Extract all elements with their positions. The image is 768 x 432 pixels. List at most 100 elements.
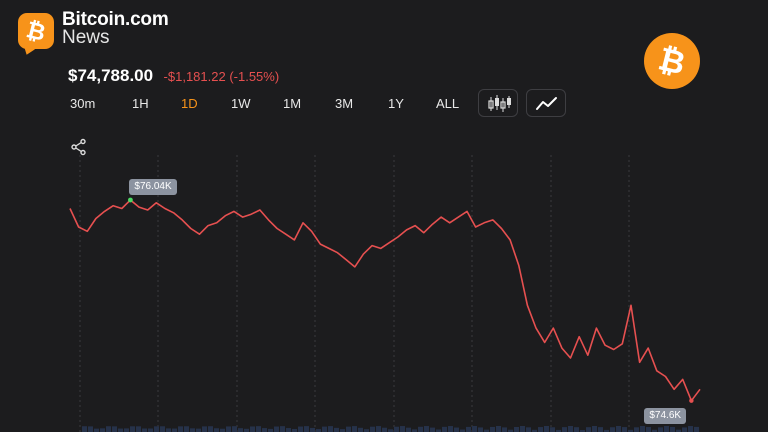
volume-bar [436,429,441,432]
volume-bar [502,427,507,432]
share-icon [71,138,86,156]
volume-bar [118,428,123,432]
brand-sub: News [62,27,110,48]
volume-bar [490,426,495,432]
volume-bar [346,426,351,432]
volume-bar [148,428,153,432]
volume-bar [646,427,651,432]
volume-bar [640,426,645,432]
line-chart-toggle-button[interactable] [526,89,566,117]
volume-bar [382,427,387,432]
volume-bar [376,426,381,432]
volume-bar [262,428,267,432]
volume-bar [448,426,453,432]
volume-bar [370,426,375,432]
brand-name: Bitcoin.com [62,9,169,30]
current-price: $74,788.00 [68,66,154,85]
volume-bar [634,427,639,432]
volume-bar [484,429,489,432]
volume-bar [496,426,501,432]
volume-bar [424,426,429,432]
volume-bar [220,428,225,432]
price-chart [69,155,701,432]
volume-bar [208,426,213,432]
volume-bar [574,427,579,432]
share-button[interactable] [70,138,88,161]
volume-bar [274,426,279,432]
volume-bar [610,427,615,432]
price-summary: $74,788.00 -$1,181.22 (-1.55%) [68,66,279,86]
volume-bar [226,426,231,432]
volume-bar [622,427,627,432]
price-change: -$1,181.22 (-1.55%) [163,69,280,84]
volume-bar [190,428,195,432]
volume-bar [472,426,477,432]
volume-bar [196,428,201,432]
volume-bar [82,426,87,432]
candlestick-toggle-button[interactable] [478,89,518,117]
volume-bar [544,426,549,432]
volume-bar [160,426,165,432]
volume-bar [154,426,159,432]
volume-bar [526,427,531,432]
volume-bar [514,427,519,432]
volume-bar [688,426,693,432]
volume-bar [400,426,405,432]
volume-bar [166,428,171,432]
volume-bar [100,428,105,432]
volume-bar [172,428,177,432]
timeframe-1h[interactable]: 1H [132,96,149,111]
volume-bar [322,426,327,432]
timeframe-all[interactable]: ALL [436,96,460,111]
volume-bar [676,429,681,432]
volume-bar [304,426,309,432]
volume-bar [664,426,669,432]
volume-bar [136,426,141,432]
volume-strip [82,426,699,432]
volume-bar [562,427,567,432]
volume-bar [334,427,339,432]
low-point-marker [689,398,694,403]
volume-bar [466,426,471,432]
volume-bar [658,427,663,432]
timeframe-3m[interactable]: 3M [335,96,354,111]
volume-bar [244,428,249,432]
volume-bar [340,429,345,432]
volume-bar [280,426,285,432]
volume-bar [298,426,303,432]
volume-bar [682,427,687,432]
volume-bar [238,428,243,432]
price-line [69,199,701,402]
volume-bar [286,428,291,432]
volume-bar [184,426,189,432]
volume-bar [250,426,255,432]
high-price-label: $76.04K [129,179,177,195]
timeframe-30m[interactable]: 30m [70,96,96,111]
volume-bar [550,427,555,432]
volume-bar [364,429,369,432]
volume-bar [412,429,417,432]
volume-bar [178,426,183,432]
volume-bar [310,427,315,432]
bitcoin-coin-icon: ₿ [644,33,700,89]
timeframe-1d[interactable]: 1D [181,96,198,111]
volume-bar [328,426,333,432]
chart-gridlines [79,155,630,432]
volume-bar [88,426,93,432]
volume-bar [292,428,297,432]
volume-bar [538,427,543,432]
volume-bar [142,428,147,432]
volume-bar [478,427,483,432]
volume-bar [598,427,603,432]
bitcoin-news-logo-icon: ₿ [18,13,54,57]
volume-bar [232,426,237,432]
timeframe-1y[interactable]: 1Y [388,96,404,111]
volume-bar [568,426,573,432]
timeframe-1w[interactable]: 1W [231,96,251,111]
timeframe-1m[interactable]: 1M [283,96,302,111]
volume-bar [652,429,657,432]
volume-bar [454,427,459,432]
volume-bar [316,429,321,432]
volume-bar [106,426,111,432]
volume-bar [388,429,393,432]
